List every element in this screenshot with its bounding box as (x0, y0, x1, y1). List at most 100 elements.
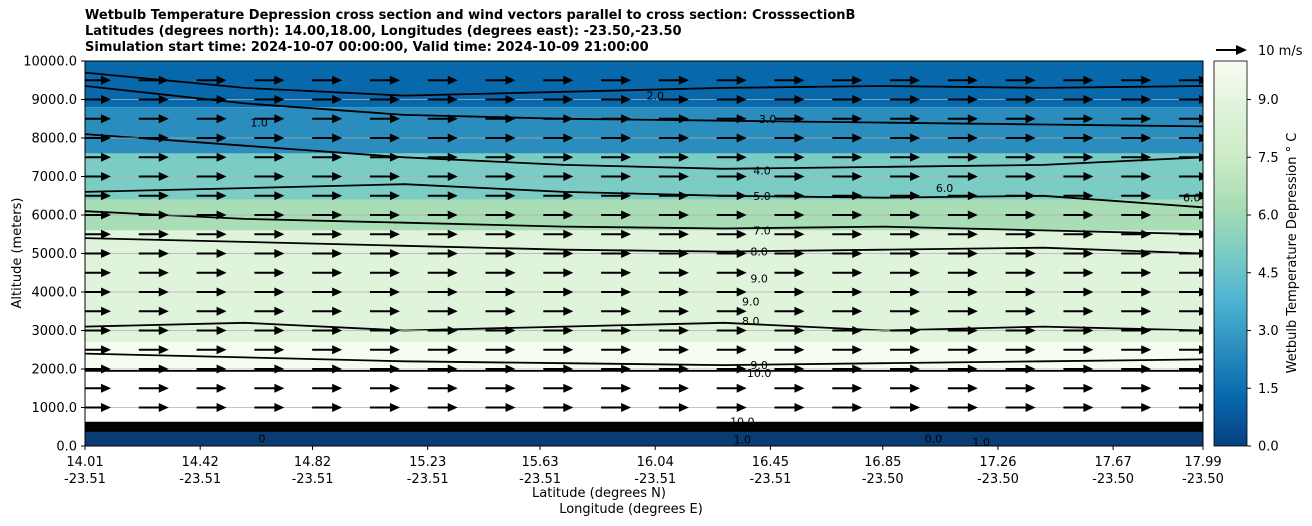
wind-vector-head (1025, 172, 1036, 181)
x-tick-label-lon: -23.51 (634, 472, 676, 487)
wind-vector-head (1199, 383, 1203, 393)
wind-vector-head (1199, 326, 1203, 335)
wind-vector-head (1083, 287, 1094, 297)
wind-vector-head (1083, 306, 1094, 316)
wind-vector-head (621, 75, 632, 85)
wind-vector-head (447, 75, 458, 85)
wind-vector-head (621, 229, 632, 239)
wind-vector-head (274, 229, 285, 239)
colorbar-tick-label: 4.5 (1258, 266, 1279, 281)
x-tick-label-lat: 15.63 (521, 455, 558, 470)
wind-vector-head (101, 364, 111, 374)
wind-vector-head (736, 133, 747, 143)
wind-vector-head (389, 268, 400, 278)
x-tick-label-lat: 16.04 (637, 455, 674, 470)
wind-vector-head (101, 268, 111, 278)
contour-label: 6.0 (936, 182, 954, 195)
contour-label: 1.0 (250, 117, 268, 130)
y-tick-label: 8000.0 (32, 132, 78, 147)
wind-vector-head (158, 364, 169, 374)
wind-vector-head (101, 75, 111, 85)
x-tick-label-lat: 16.45 (752, 455, 789, 470)
contour-label: 5.0 (753, 190, 771, 203)
wind-vector-head (274, 210, 285, 220)
wind-vector-head (563, 326, 574, 335)
wind-vector-head (274, 268, 285, 278)
wind-vector-head (389, 172, 400, 181)
wind-vector-head (216, 287, 227, 297)
wind-vector-head (447, 383, 458, 393)
wind-vector-head (101, 172, 111, 181)
contour-label: 1.0 (972, 436, 990, 449)
colorbar-tick-label: 0.0 (1258, 440, 1279, 455)
wind-vector-head (1025, 249, 1036, 258)
colorbar-label: Wetbulb Temperature Depression ° C (1285, 133, 1300, 374)
wind-vector-head (1199, 345, 1203, 355)
wind-vector-head (852, 249, 863, 258)
wind-vector-head (736, 95, 747, 104)
wind-vector-head (1083, 326, 1094, 335)
y-tick-label: 6000.0 (32, 209, 78, 224)
wind-vector-head (794, 249, 805, 258)
wind-vector-head (967, 210, 978, 220)
wind-vector-head (274, 306, 285, 316)
x-tick-label-lon: -23.50 (1092, 472, 1134, 487)
wind-vector-head (101, 287, 111, 297)
wind-vector-head (910, 383, 921, 393)
wind-vector-head (910, 403, 921, 412)
wind-vector-head (158, 287, 169, 297)
wind-vector-head (274, 364, 285, 374)
contour-line (85, 352, 1203, 367)
contour-label: 9.0 (750, 273, 768, 286)
wind-vector-head (505, 133, 516, 143)
wind-vector-head (794, 383, 805, 393)
wind-vector-head (389, 229, 400, 239)
wind-vector-head (967, 249, 978, 258)
x-tick-label-lat: 17.67 (1095, 455, 1132, 470)
wind-vector-head (505, 268, 516, 278)
wind-vector-head (794, 75, 805, 85)
wind-vector-head (794, 326, 805, 335)
wind-vector-head (505, 152, 516, 162)
wind-vector-head (563, 114, 574, 124)
wind-vector-head (447, 95, 458, 104)
wind-vector-head (158, 95, 169, 104)
wind-vector-head (621, 210, 632, 220)
wind-vector-head (332, 191, 343, 201)
wind-vector-head (1141, 249, 1152, 258)
wind-vector-head (794, 345, 805, 355)
wind-vector-head (101, 345, 111, 355)
wind-vector-head (101, 191, 111, 201)
contour-lines (85, 71, 1203, 432)
wind-vector-head (1199, 268, 1203, 278)
wind-vector-head (678, 152, 689, 162)
wind-vector-head (794, 229, 805, 239)
wind-vector-head (389, 345, 400, 355)
wind-vector-head (216, 364, 227, 374)
wind-vector-head (794, 268, 805, 278)
contour-label: 1.0 (734, 433, 752, 446)
wind-vector-head (216, 345, 227, 355)
wind-vector-head (967, 287, 978, 297)
wind-vector-head (1199, 191, 1203, 201)
wind-vector-head (678, 345, 689, 355)
contour-line (85, 210, 1203, 236)
wind-vector-head (389, 364, 400, 374)
contour-fill-band (85, 61, 1203, 108)
wind-vector-head (101, 229, 111, 239)
wind-vector-head (852, 345, 863, 355)
wind-vector-head (1199, 249, 1203, 258)
wind-vector-head (1083, 403, 1094, 412)
wind-vector-head (332, 306, 343, 316)
y-tick-label: 9000.0 (32, 93, 78, 108)
wind-vector-head (216, 133, 227, 143)
wind-vector-head (389, 95, 400, 104)
wind-vector-head (678, 75, 689, 85)
contour-label: 10.0 (730, 416, 755, 429)
wind-vector-head (216, 114, 227, 124)
wind-vector-head (447, 268, 458, 278)
wind-vector-head (910, 229, 921, 239)
wind-vector-head (505, 229, 516, 239)
y-tick-label: 0.0 (56, 440, 77, 455)
